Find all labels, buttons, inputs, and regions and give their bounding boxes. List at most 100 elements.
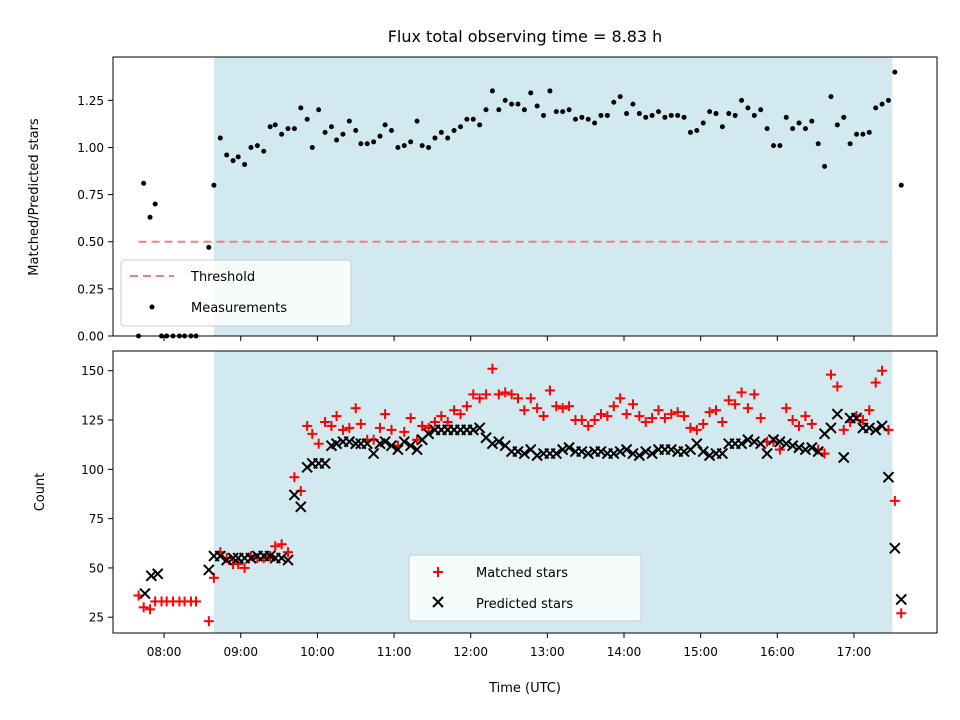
measurement-point bbox=[745, 105, 751, 111]
matched-stars-point bbox=[525, 393, 536, 404]
matched-stars-point bbox=[538, 411, 549, 422]
measurement-point bbox=[364, 141, 370, 147]
predicted-stars-point bbox=[754, 437, 767, 450]
predicted-stars-point bbox=[838, 451, 850, 464]
matched-stars-point bbox=[647, 413, 658, 424]
measurement-point bbox=[572, 116, 578, 122]
measurement-point bbox=[719, 124, 725, 130]
measurement-point bbox=[457, 124, 463, 130]
predicted-stars-point bbox=[145, 570, 158, 582]
bottom-y-tick-label: 150 bbox=[81, 364, 104, 378]
predicted-stars-point bbox=[767, 434, 780, 446]
measurement-point bbox=[328, 124, 334, 130]
top-panel: 0.00 0.25 0.50 0.75 1.00 1.25 Matched/Predict… bbox=[27, 56, 938, 344]
measurement-point bbox=[515, 101, 521, 107]
measurement-point bbox=[451, 128, 457, 134]
measurement-point bbox=[426, 144, 432, 150]
measurement-point bbox=[834, 122, 840, 128]
measurement-point bbox=[242, 161, 248, 167]
matched-stars-point bbox=[870, 377, 881, 388]
matched-stars-point bbox=[717, 416, 728, 427]
legend-predicted-swatch bbox=[432, 596, 444, 608]
predicted-stars-point bbox=[799, 443, 812, 456]
matched-stars-point bbox=[806, 418, 817, 429]
matched-stars-point bbox=[233, 558, 244, 569]
matched-stars-point bbox=[320, 416, 331, 427]
matched-stars-point bbox=[307, 428, 318, 439]
predicted-stars-point bbox=[385, 439, 398, 452]
predicted-stars-point bbox=[793, 441, 805, 454]
measurement-point bbox=[206, 244, 212, 250]
x-tick-label: 10:00 bbox=[300, 645, 335, 659]
measurement-point bbox=[790, 126, 796, 132]
measurement-point bbox=[796, 120, 802, 126]
predicted-stars-point bbox=[780, 437, 792, 450]
measurement-point bbox=[267, 124, 273, 130]
measurement-point bbox=[353, 128, 359, 134]
measurement-point bbox=[611, 99, 617, 105]
predicted-stars-point bbox=[640, 445, 652, 458]
predicted-stars-point bbox=[812, 445, 824, 458]
matched-stars-point bbox=[736, 387, 747, 398]
predicted-stars-point bbox=[288, 489, 301, 501]
predicted-stars-point bbox=[473, 422, 486, 434]
predicted-stars-point bbox=[361, 437, 373, 450]
measurement-point bbox=[707, 109, 713, 115]
matched-stars-point bbox=[326, 420, 337, 431]
matched-stars-point bbox=[608, 401, 619, 412]
measurement-point bbox=[898, 182, 904, 188]
top-y-tick-label: 0.75 bbox=[77, 188, 104, 202]
measurement-point bbox=[279, 131, 285, 137]
top-y-ticks: 0.00 0.25 0.50 0.75 1.00 1.25 bbox=[77, 94, 113, 344]
measurement-point bbox=[675, 112, 681, 118]
measurement-point bbox=[866, 129, 872, 135]
predicted-stars-point bbox=[595, 445, 607, 458]
matched-stars-point bbox=[723, 395, 734, 406]
predicted-stars-point bbox=[392, 443, 404, 456]
matched-stars-point bbox=[621, 409, 632, 420]
measurement-point bbox=[732, 112, 738, 118]
predicted-stars-point bbox=[319, 457, 331, 470]
measurement-point bbox=[847, 141, 853, 147]
legend-matched-swatch bbox=[433, 567, 443, 577]
measurement-point bbox=[419, 143, 425, 149]
predicted-stars-point bbox=[411, 443, 423, 456]
bottom-x-ticks: 08:00 09:00 10:00 11:00 12:00 13:00 14:00 15:00… bbox=[147, 633, 871, 659]
measurement-point bbox=[560, 109, 566, 115]
measurement-point bbox=[656, 109, 662, 115]
measurement-point bbox=[636, 111, 642, 117]
matched-stars-point bbox=[889, 495, 900, 506]
measurement-point bbox=[815, 141, 821, 147]
bottom-y-tick-label: 25 bbox=[89, 611, 104, 625]
matched-stars-point bbox=[589, 415, 600, 426]
matched-stars-point bbox=[896, 608, 907, 619]
measurement-point bbox=[304, 116, 310, 122]
measurement-point bbox=[309, 144, 315, 150]
measurement-point bbox=[579, 114, 585, 120]
bottom-y-tick-label: 50 bbox=[89, 561, 104, 575]
predicted-stars-point bbox=[139, 587, 151, 600]
predicted-stars-point bbox=[646, 447, 658, 460]
measurement-point bbox=[371, 139, 377, 145]
matched-stars-point bbox=[877, 365, 888, 376]
measurement-point bbox=[528, 90, 534, 96]
predicted-stars-point bbox=[563, 441, 575, 454]
predicted-stars-point bbox=[330, 437, 343, 450]
measurement-point bbox=[502, 97, 508, 103]
bottom-y-tick-label: 100 bbox=[81, 463, 104, 477]
measurement-point bbox=[751, 112, 757, 118]
predicted-stars-point bbox=[869, 424, 882, 436]
predicted-stars-point bbox=[786, 439, 799, 452]
top-y-axis-label: Matched/Predicted stars bbox=[27, 118, 42, 276]
x-tick-label: 09:00 bbox=[223, 645, 258, 659]
measurement-point bbox=[687, 129, 693, 135]
predicted-stars-point bbox=[220, 554, 233, 566]
matched-stars-point bbox=[493, 389, 504, 400]
measurement-point bbox=[445, 135, 451, 141]
predicted-stars-point bbox=[691, 437, 703, 450]
predicted-stars-point bbox=[608, 447, 620, 460]
measurement-point bbox=[630, 101, 636, 107]
matched-stars-point bbox=[602, 411, 613, 422]
matched-stars-point bbox=[640, 416, 651, 427]
